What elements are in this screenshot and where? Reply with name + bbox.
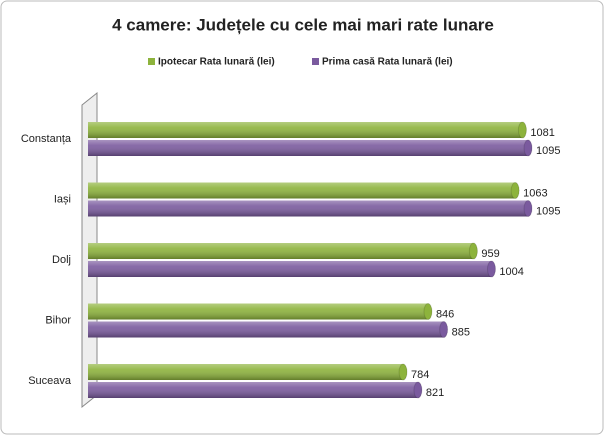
bar-shade [88,382,422,398]
value-label: 959 [481,248,499,260]
legend-label: Ipotecar Rata lunară (lei) [158,57,275,68]
bar-shade [88,182,520,199]
bar-cap [468,242,478,260]
value-label: 1081 [530,127,554,139]
bar-cap [439,321,449,338]
value-label: 846 [436,308,454,320]
legend-swatch [148,58,155,65]
bar-shade [88,140,532,156]
bar-shade [88,303,432,320]
value-label: 1095 [536,145,560,157]
bar-shade [88,364,408,380]
bar-cap [423,303,433,320]
value-label: 1004 [499,266,523,278]
bar-cap [523,139,533,157]
y-tick-label: Suceava [28,375,72,387]
bar-cap [517,121,527,139]
value-label: 784 [411,369,429,381]
value-label: 1063 [523,187,547,199]
bar-shade [88,200,532,217]
bar-shade [88,321,448,338]
bar-cap [486,260,496,278]
bar-shade [88,243,478,259]
bar-shade [88,261,496,277]
bar-cap [523,200,533,217]
legend-swatch [312,58,319,65]
legend-label: Prima casă Rata lunară (lei) [322,57,453,68]
y-tick-label: Constanța [21,133,72,145]
value-label: 821 [426,387,444,399]
bar-cap [398,363,408,381]
value-label: 1095 [536,205,560,217]
bar-cap [510,182,520,199]
y-tick-label: Iași [54,193,71,205]
bar-cap [413,381,423,399]
bar-shade [88,122,527,138]
chart-title: 4 camere: Județele cu cele mai mari rate… [112,15,494,34]
value-label: 885 [452,326,470,338]
y-tick-label: Dolj [52,254,71,266]
y-tick-label: Bihor [45,314,71,326]
